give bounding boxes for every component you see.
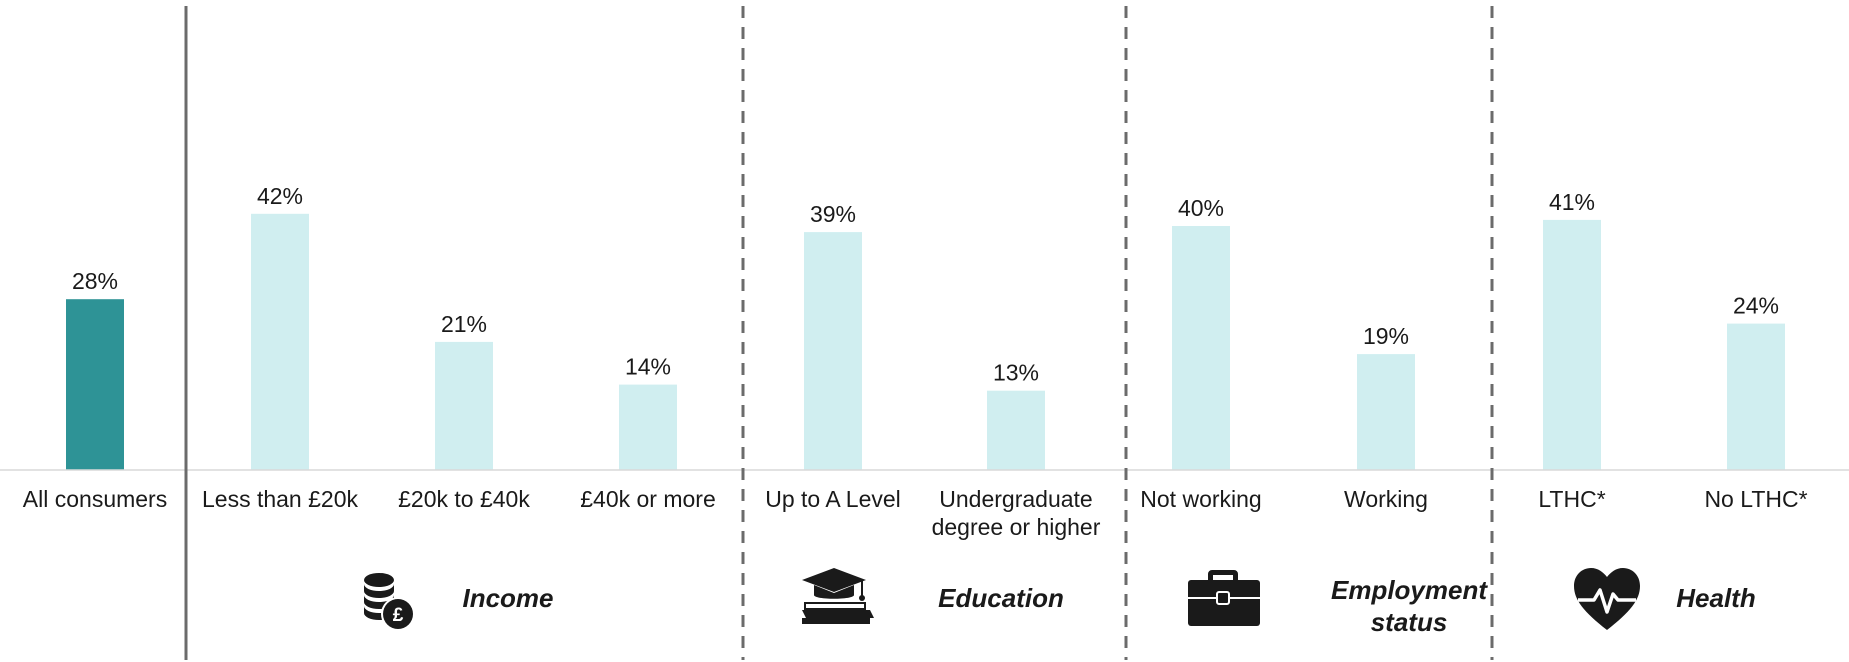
bar-3: [435, 341, 493, 470]
svg-text:£: £: [393, 605, 404, 626]
category-label: Undergraduate: [939, 486, 1092, 512]
value-label: 42%: [257, 183, 303, 209]
bar-9: [1543, 219, 1601, 470]
labels-layer: 28% All consumers 42% Less than £20k 21% £20k…: [23, 183, 1808, 637]
group-label: Employment: [1331, 575, 1488, 605]
value-label: 24%: [1733, 293, 1779, 319]
bar-6: [987, 390, 1045, 470]
dividers-layer: [184, 6, 1494, 660]
bar-8: [1357, 354, 1415, 470]
graduation-cap-book-icon: [802, 568, 874, 624]
bar-2: [251, 213, 309, 471]
value-label: 41%: [1549, 189, 1595, 215]
bars-layer: [66, 213, 1785, 471]
category-label: Working: [1344, 486, 1428, 512]
group-label: Education: [938, 583, 1064, 613]
group-label: status: [1371, 607, 1448, 637]
category-label: Up to A Level: [765, 486, 901, 512]
value-label: 13%: [993, 360, 1039, 386]
bar-4: [619, 384, 677, 470]
bar-5: [804, 232, 862, 470]
value-label: 19%: [1363, 323, 1409, 349]
value-label: 39%: [810, 201, 856, 227]
category-label: Not working: [1140, 486, 1261, 512]
group-label: Income: [462, 583, 553, 613]
category-label: £40k or more: [580, 486, 716, 512]
bar-1: [66, 299, 124, 470]
heart-pulse-icon: [1574, 568, 1640, 630]
group-label: Health: [1676, 583, 1755, 613]
value-label: 21%: [441, 311, 487, 337]
bar-10: [1727, 323, 1785, 470]
category-label: degree or higher: [932, 514, 1101, 540]
category-label: LTHC*: [1538, 486, 1605, 512]
briefcase-icon: [1188, 570, 1260, 626]
value-label: 14%: [625, 354, 671, 380]
category-label: £20k to £40k: [398, 486, 530, 512]
coins-pound-icon: £: [364, 573, 415, 631]
bar-7: [1172, 226, 1230, 470]
value-label: 40%: [1178, 195, 1224, 221]
category-label: All consumers: [23, 486, 167, 512]
category-label: No LTHC*: [1704, 486, 1807, 512]
value-label: 28%: [72, 268, 118, 294]
category-label: Less than £20k: [202, 486, 359, 512]
